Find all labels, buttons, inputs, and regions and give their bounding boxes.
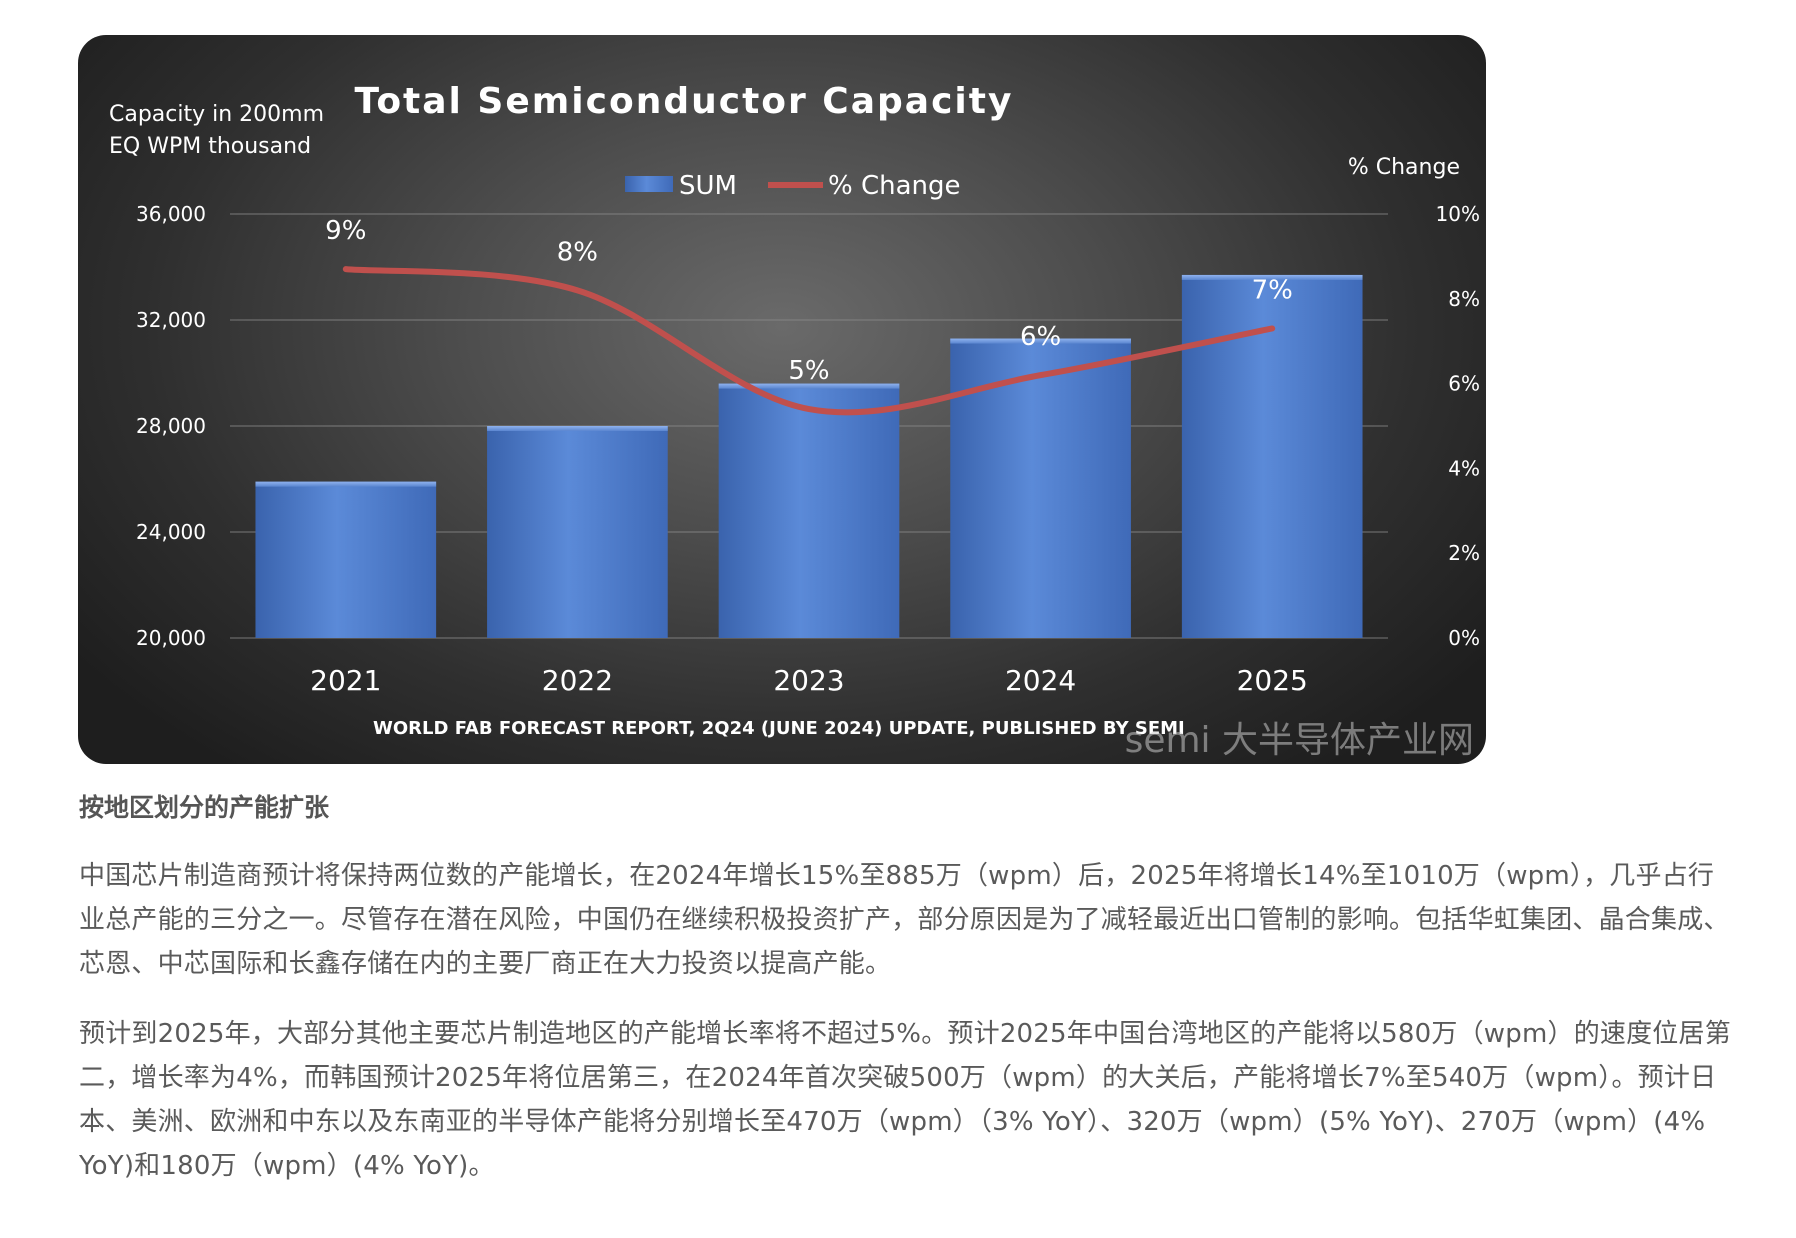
change-label: 8% [557,237,598,267]
bar-top-2022 [487,426,668,431]
bar-top-2023 [718,383,900,389]
legend-label-sum: SUM [679,171,737,201]
source-note: WORLD FAB FORECAST REPORT, 2Q24 (JUNE 20… [373,718,1185,739]
legend-swatch-sum [625,176,673,192]
left-tick-label: 24,000 [136,520,206,544]
left-axis-title-line-2: EQ WPM thousand [109,134,311,159]
left-axis-title-line-1: Capacity in 200mm [109,102,324,127]
bar-2023 [718,383,900,638]
chart-title: Total Semiconductor Capacity [355,81,1014,122]
bar-2025 [1181,274,1363,638]
capacity-chart: Total Semiconductor Capacity Capacity in… [109,81,1480,761]
chart-card: Total Semiconductor Capacity Capacity in… [78,35,1486,764]
right-tick-label: 6% [1448,372,1480,396]
legend-label-change: % Change [828,171,961,201]
right-tick-label: 2% [1448,541,1480,565]
x-tick-label: 2022 [542,664,613,697]
section-heading: 按地区划分的产能扩张 [79,793,330,822]
left-tick-label: 20,000 [136,626,206,650]
right-axis-title: % Change [1348,155,1460,180]
right-tick-label: 10% [1436,202,1480,226]
left-tick-label: 36,000 [136,202,206,226]
left-axis-ticks: 20,000 24,000 28,000 32,000 36,000 [136,202,206,650]
change-label: 7% [1252,275,1293,305]
x-tick-label: 2023 [773,664,844,697]
right-tick-label: 4% [1448,456,1480,480]
bars [255,274,1363,638]
bar-2022 [487,426,668,638]
bar-top-2025 [1181,274,1363,280]
change-labels: 9% 8% 5% 6% 7% [325,216,1293,386]
bar-2021 [255,481,437,638]
bar-2024 [950,338,1131,638]
x-axis-ticks: 2021 2022 2023 2024 2025 [310,664,1308,697]
change-line-path [342,266,1276,416]
legend: SUM % Change [625,171,961,201]
article-paragraph-1: 中国芯片制造商预计将保持两位数的产能增长，在2024年增长15%至885万（wp… [79,861,1730,979]
left-tick-label: 32,000 [136,308,206,332]
right-tick-label: 0% [1448,626,1480,650]
change-label: 9% [325,216,366,246]
left-axis-title: Capacity in 200mm EQ WPM thousand [109,102,331,159]
article: 按地区划分的产能扩张 中国芯片制造商预计将保持两位数的产能增长，在2024年增长… [79,790,1739,1214]
right-tick-label: 8% [1448,287,1480,311]
watermark: semi 大半导体产业网 [1125,720,1474,761]
x-tick-label: 2021 [310,664,381,697]
article-paragraph-2: 预计到2025年，大部分其他主要芯片制造地区的产能增长率将不超过5%。预计202… [79,1019,1731,1181]
bar-top-2024 [950,338,1131,344]
left-tick-label: 28,000 [136,414,206,438]
bar-top-2021 [255,481,437,487]
right-axis-ticks: 0% 2% 4% 6% 8% 10% [1436,202,1480,650]
change-line [342,266,1276,416]
change-label: 5% [788,356,829,386]
x-tick-label: 2024 [1005,664,1076,697]
change-label: 6% [1020,322,1061,352]
x-tick-label: 2025 [1237,664,1308,697]
